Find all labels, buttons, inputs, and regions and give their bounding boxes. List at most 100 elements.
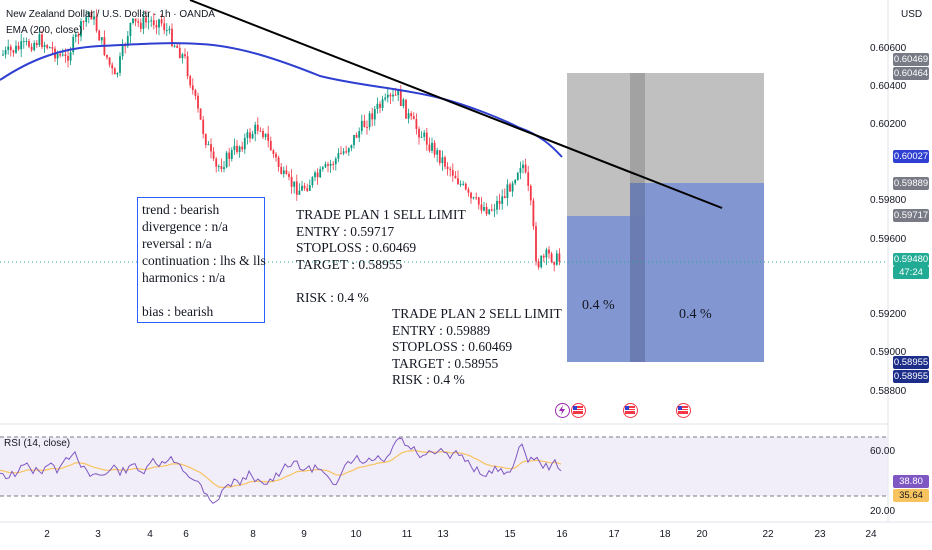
rsi-band — [0, 437, 888, 496]
candle-body — [399, 90, 402, 106]
candle-body — [490, 209, 493, 211]
candle-body — [121, 45, 124, 57]
candle-body — [178, 47, 181, 59]
candle-body — [124, 45, 127, 47]
candle-body — [95, 16, 98, 31]
plan-line: TARGET : 0.58955 — [392, 355, 499, 371]
note-line: bias : bearish — [142, 304, 214, 319]
candle-body — [488, 209, 491, 215]
ema-price-badge: 0.60027 — [893, 150, 929, 163]
candle-body — [116, 72, 119, 75]
candle-body — [139, 22, 142, 29]
candle-body — [46, 45, 49, 48]
candle-body — [425, 132, 428, 145]
candle-body — [363, 120, 366, 127]
price-label: 0.60400 — [870, 81, 907, 92]
time-label: 11 — [401, 529, 413, 540]
candle-body — [386, 94, 389, 98]
candle-body — [246, 132, 249, 138]
note-line: harmonics : n/a — [142, 270, 226, 285]
candle-body — [85, 16, 88, 22]
candle-body — [360, 120, 363, 132]
price-label: 0.60600 — [870, 43, 907, 54]
candle-body — [438, 150, 441, 164]
analysis-note[interactable]: trend : bearish divergence : n/a reversa… — [137, 197, 266, 323]
lightning-event-icon[interactable] — [555, 403, 570, 418]
candle-body — [145, 17, 147, 23]
candle-body — [431, 142, 433, 151]
candle-body — [472, 197, 475, 199]
us-flag-event-icon[interactable] — [623, 403, 638, 418]
candle-body — [366, 126, 368, 128]
price-label: 0.60200 — [870, 119, 907, 130]
candle-body — [61, 54, 64, 56]
stoploss-price-badge: 0.60469 — [893, 53, 929, 66]
candle-body — [72, 36, 75, 53]
rsi-value-badge: 38.80 — [893, 475, 929, 488]
candle-body — [269, 140, 272, 151]
plan-line — [296, 273, 466, 290]
candle-body — [535, 226, 537, 262]
trade-plan-1-text[interactable]: TRADE PLAN 1 SELL LIMIT ENTRY : 0.59717 … — [296, 207, 466, 306]
candle-body — [215, 158, 218, 167]
candle-body — [548, 249, 550, 254]
candle-body — [412, 116, 415, 120]
candle-body — [441, 157, 444, 164]
candle-body — [319, 169, 322, 178]
candle-body — [376, 103, 379, 110]
candle-body — [137, 21, 140, 23]
us-flag-event-icon[interactable] — [676, 403, 691, 418]
candle-body — [93, 16, 95, 20]
candle-body — [272, 150, 275, 154]
time-label: 9 — [301, 529, 307, 540]
candle-body — [327, 164, 329, 166]
note-line: continuation : lhs & lls — [142, 253, 266, 268]
trade-plan-2-text[interactable]: TRADE PLAN 2 SELL LIMIT ENTRY : 0.59889 … — [392, 306, 562, 389]
candle-body — [9, 46, 12, 51]
candle-body — [194, 90, 197, 96]
candle-body — [129, 22, 132, 37]
candle-body — [119, 56, 121, 73]
candle-body — [381, 99, 384, 109]
candle-body — [418, 128, 420, 138]
candle-body — [210, 144, 212, 152]
candle-body — [334, 158, 337, 165]
candle-body — [394, 94, 397, 96]
candle-body — [353, 134, 355, 146]
candle-body — [67, 55, 69, 61]
candle-body — [173, 45, 176, 47]
candle-body — [267, 133, 270, 141]
candle-body — [41, 34, 43, 47]
time-label: 16 — [556, 529, 568, 540]
candle-body — [446, 166, 449, 169]
candle-body — [444, 157, 446, 167]
candle-body — [189, 76, 192, 86]
candle-body — [524, 164, 527, 173]
candle-body — [236, 145, 238, 153]
candle-body — [282, 170, 285, 174]
note-line: divergence : n/a — [142, 219, 228, 234]
position-2-risk-percent: 0.4 % — [679, 307, 712, 322]
candle-body — [288, 173, 290, 177]
us-flag-event-icon[interactable] — [571, 403, 586, 418]
trendline — [189, 0, 723, 209]
candle-body — [485, 207, 488, 215]
time-label: 22 — [762, 529, 774, 540]
candle-body — [225, 152, 228, 168]
candle-body — [212, 151, 215, 159]
symbol-title[interactable]: New Zealand Dollar / U.S. Dollar · 1h · … — [6, 9, 215, 20]
candle-body — [350, 145, 353, 149]
plan-line: STOPLOSS : 0.60469 — [392, 339, 513, 354]
candle-body — [340, 153, 342, 155]
candle-body — [204, 134, 207, 145]
candle-body — [373, 109, 376, 120]
currency-label[interactable]: USD — [901, 9, 923, 20]
candle-body — [529, 185, 532, 201]
candle-body — [405, 99, 407, 119]
candle-body — [74, 34, 77, 37]
ema-indicator-label[interactable]: EMA (200, close) — [6, 25, 83, 36]
time-label: 8 — [250, 529, 256, 540]
candle-body — [150, 20, 153, 22]
rsi-indicator-label[interactable]: RSI (14, close) — [4, 438, 71, 449]
